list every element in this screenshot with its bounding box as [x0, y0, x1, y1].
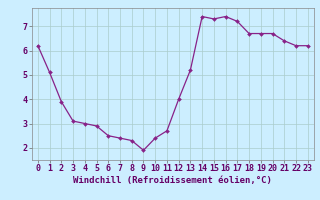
X-axis label: Windchill (Refroidissement éolien,°C): Windchill (Refroidissement éolien,°C): [73, 176, 272, 185]
